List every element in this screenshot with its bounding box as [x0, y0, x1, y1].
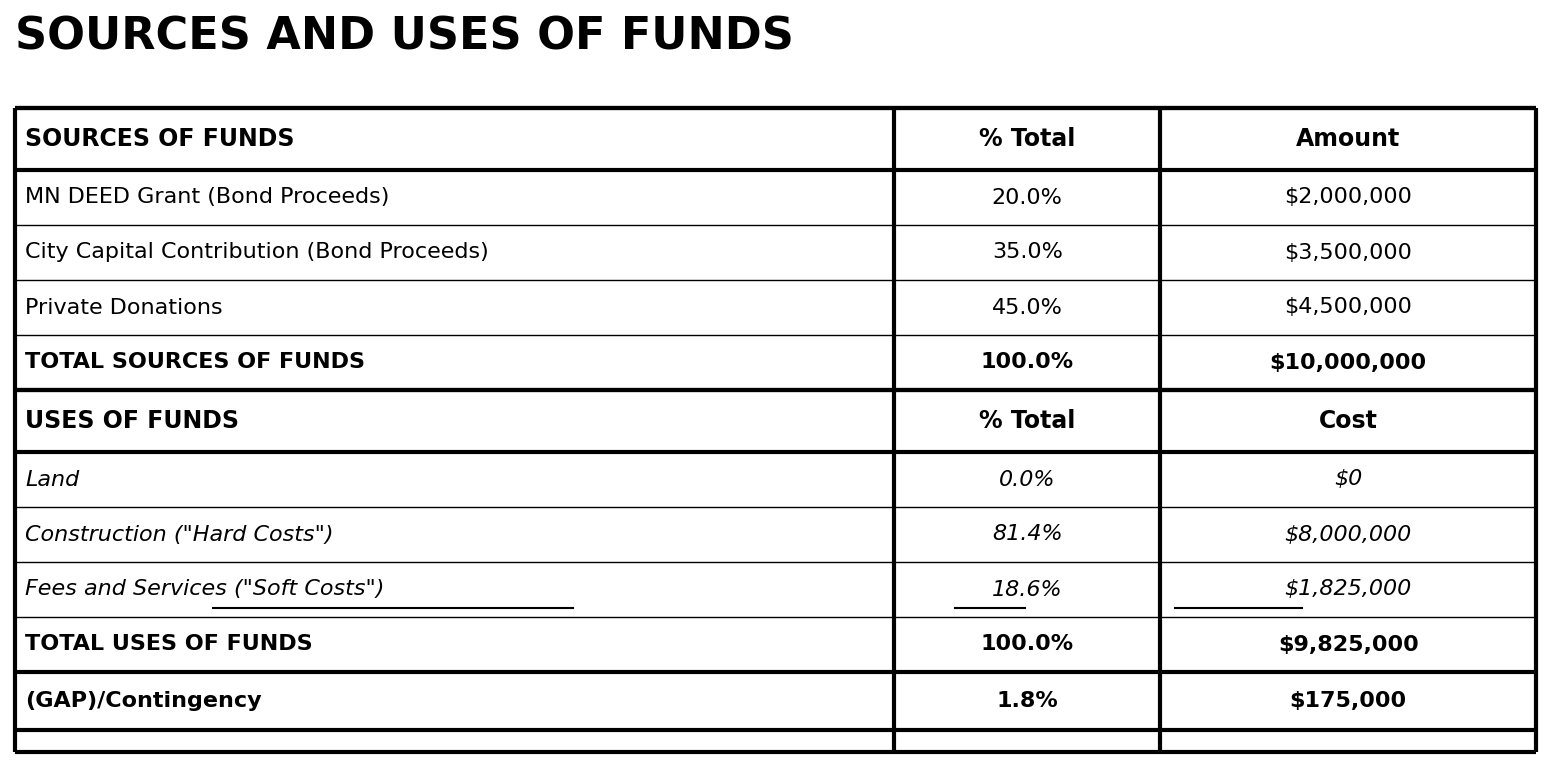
- Text: SOURCES OF FUNDS: SOURCES OF FUNDS: [25, 127, 295, 151]
- Text: 1.8%: 1.8%: [996, 691, 1058, 711]
- Text: $3,500,000: $3,500,000: [1284, 242, 1411, 262]
- Text: $8,000,000: $8,000,000: [1284, 524, 1411, 544]
- Text: $1,825,000: $1,825,000: [1284, 579, 1411, 600]
- Text: TOTAL SOURCES OF FUNDS: TOTAL SOURCES OF FUNDS: [25, 353, 364, 372]
- Text: 100.0%: 100.0%: [980, 353, 1073, 372]
- Text: 35.0%: 35.0%: [991, 242, 1062, 262]
- Text: Land: Land: [25, 470, 79, 489]
- Text: (GAP)/Contingency: (GAP)/Contingency: [25, 691, 262, 711]
- Text: City Capital Contribution (Bond Proceeds): City Capital Contribution (Bond Proceeds…: [25, 242, 489, 262]
- Text: 45.0%: 45.0%: [991, 297, 1062, 318]
- Text: $175,000: $175,000: [1289, 691, 1407, 711]
- Text: % Total: % Total: [979, 409, 1075, 433]
- Text: 0.0%: 0.0%: [999, 470, 1056, 489]
- Text: Private Donations: Private Donations: [25, 297, 223, 318]
- Text: TOTAL USES OF FUNDS: TOTAL USES OF FUNDS: [25, 635, 313, 654]
- Text: $4,500,000: $4,500,000: [1284, 297, 1411, 318]
- Text: $0: $0: [1334, 470, 1362, 489]
- Text: $9,825,000: $9,825,000: [1278, 635, 1419, 654]
- Text: 81.4%: 81.4%: [993, 524, 1062, 544]
- Text: Amount: Amount: [1297, 127, 1401, 151]
- Text: % Total: % Total: [979, 127, 1075, 151]
- Text: 20.0%: 20.0%: [991, 188, 1062, 207]
- Text: USES OF FUNDS: USES OF FUNDS: [25, 409, 239, 433]
- Text: SOURCES AND USES OF FUNDS: SOURCES AND USES OF FUNDS: [16, 15, 794, 58]
- Text: $2,000,000: $2,000,000: [1284, 188, 1411, 207]
- Text: $10,000,000: $10,000,000: [1270, 353, 1427, 372]
- Text: MN DEED Grant (Bond Proceeds): MN DEED Grant (Bond Proceeds): [25, 188, 389, 207]
- Text: Fees and Services ("Soft Costs"): Fees and Services ("Soft Costs"): [25, 579, 385, 600]
- Text: Cost: Cost: [1318, 409, 1377, 433]
- Text: 18.6%: 18.6%: [993, 579, 1062, 600]
- Text: 100.0%: 100.0%: [980, 635, 1073, 654]
- Text: Construction ("Hard Costs"): Construction ("Hard Costs"): [25, 524, 333, 544]
